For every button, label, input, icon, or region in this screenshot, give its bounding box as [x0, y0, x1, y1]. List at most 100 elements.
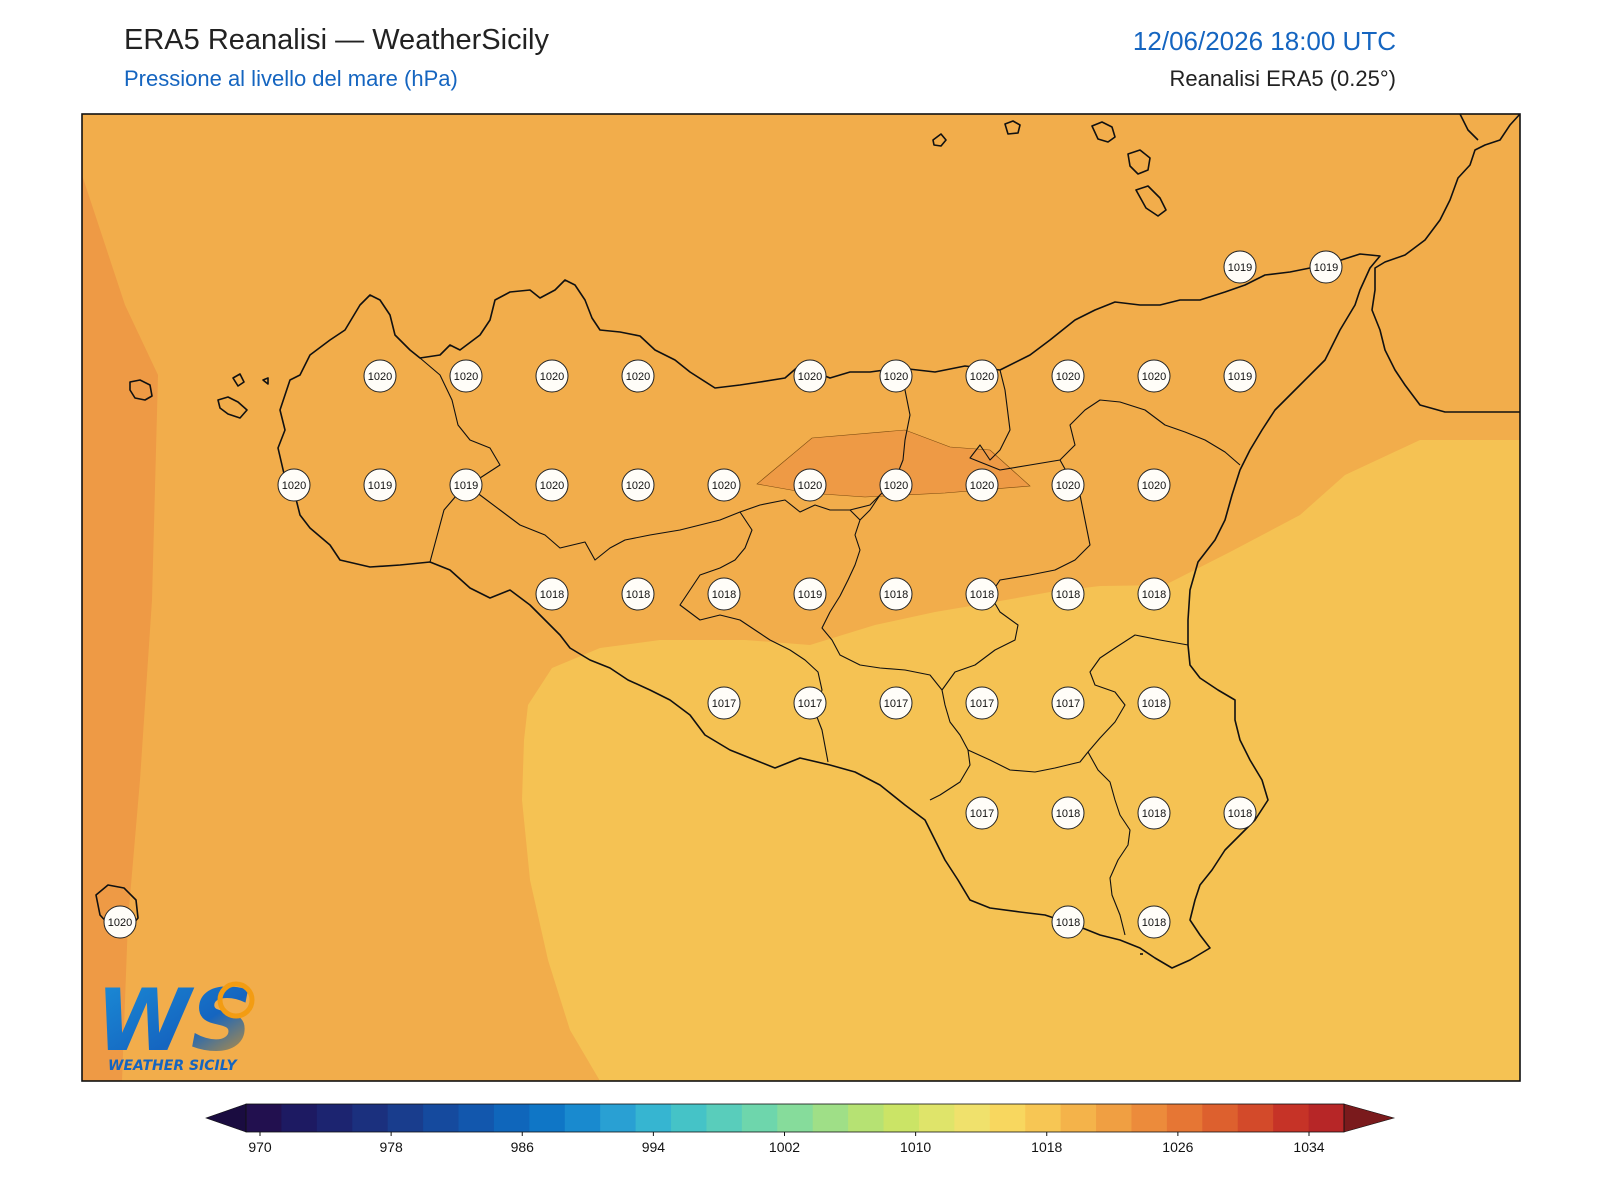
- station-value: 1020: [798, 371, 822, 383]
- border-messina-enna: [859, 369, 911, 521]
- egadi-islands: [217, 373, 269, 419]
- station-marker: 1020: [363, 359, 397, 393]
- station-circle: [793, 686, 827, 720]
- sicily-coastline: [277, 253, 1381, 969]
- data-source: Reanalisi ERA5 (0.25°): [1169, 66, 1396, 91]
- station-marker: 1020: [1137, 359, 1171, 393]
- station-marker: 1018: [965, 577, 999, 611]
- station-value: 1017: [798, 698, 822, 710]
- station-circle: [793, 577, 827, 611]
- station-marker: 1019: [1223, 359, 1257, 393]
- border-trapani-palermo: [419, 357, 501, 563]
- colorbar-bin: [635, 1104, 672, 1132]
- colorbar-bin: [387, 1104, 424, 1132]
- border-palermo-caltanissetta: [739, 499, 971, 801]
- station-marker: 1020: [449, 359, 483, 393]
- station-value: 1019: [1228, 371, 1252, 383]
- colorbar-bin: [316, 1104, 353, 1132]
- station-value: 1018: [1142, 698, 1166, 710]
- station-value: 1019: [798, 589, 822, 601]
- map-subtitle: Pressione al livello del mare (hPa): [124, 66, 458, 91]
- aeolian-islands: [932, 120, 1167, 217]
- station-circle: [1137, 905, 1171, 939]
- station-value: 1020: [540, 480, 564, 492]
- station-circle: [965, 359, 999, 393]
- colorbar-bin: [954, 1104, 991, 1132]
- station-circle: [449, 468, 483, 502]
- station-circle: [1137, 686, 1171, 720]
- station-circle: [621, 359, 655, 393]
- station-circle: [879, 577, 913, 611]
- station-marker: 1017: [707, 686, 741, 720]
- station-marker: 1018: [1137, 686, 1171, 720]
- station-value: 1020: [626, 371, 650, 383]
- station-value: 1017: [712, 698, 736, 710]
- colorbar-tick-label: 1034: [1293, 1139, 1324, 1155]
- valid-datetime: 12/06/2026 18:00 UTC: [1132, 26, 1396, 56]
- station-value: 1020: [884, 371, 908, 383]
- station-value: 1020: [712, 480, 736, 492]
- colorbar-bin: [1060, 1104, 1097, 1132]
- station-circle: [879, 468, 913, 502]
- colorbar-bin: [671, 1104, 708, 1132]
- station-value: 1018: [540, 589, 564, 601]
- colorbar-bin: [706, 1104, 743, 1132]
- border-palermo-agrigento: [467, 485, 829, 763]
- station-circle: [707, 686, 741, 720]
- station-marker: 1020: [277, 468, 311, 502]
- station-marker: 1017: [1051, 686, 1085, 720]
- station-value: 1018: [1142, 808, 1166, 820]
- station-circle: [1309, 250, 1343, 284]
- calabria-north-coast: [1459, 113, 1479, 141]
- station-circle: [965, 796, 999, 830]
- station-marker: 1020: [879, 468, 913, 502]
- colorbar-bin: [1273, 1104, 1310, 1132]
- station-marker: 1017: [965, 796, 999, 830]
- colorbar-outline: [245, 1103, 1345, 1133]
- station-marker: 1017: [879, 686, 913, 720]
- colorbar-extend-low: [205, 1103, 247, 1133]
- station-circle: [1051, 905, 1085, 939]
- station-value: 1017: [970, 698, 994, 710]
- station-value: 1018: [1056, 808, 1080, 820]
- border-messina-catania: [969, 369, 1241, 471]
- pressure-band-1018: [522, 440, 1520, 1081]
- colorbar-tick-label: 1010: [900, 1139, 931, 1155]
- station-marker: 1020: [103, 905, 137, 939]
- island-ustica: [129, 379, 153, 401]
- station-value: 1020: [798, 480, 822, 492]
- station-circle: [879, 686, 913, 720]
- colorbar-bin: [918, 1104, 955, 1132]
- station-circle: [1137, 796, 1171, 830]
- border-misc-inland: [849, 494, 881, 511]
- station-circle: [793, 468, 827, 502]
- colorbar-bin: [777, 1104, 814, 1132]
- station-value: 1019: [368, 480, 392, 492]
- station-value: 1018: [1228, 808, 1252, 820]
- station-circle: [1051, 686, 1085, 720]
- colorbar-bin: [741, 1104, 778, 1132]
- colorbar-bin: [352, 1104, 389, 1132]
- province-boundaries: [419, 357, 1241, 936]
- colorbar-bin: [1237, 1104, 1274, 1132]
- station-circle: [1051, 796, 1085, 830]
- station-marker: 1018: [1051, 905, 1085, 939]
- station-marker: 1018: [1051, 577, 1085, 611]
- station-value: 1018: [1056, 917, 1080, 929]
- station-circle: [1137, 359, 1171, 393]
- colorbar-bin: [1202, 1104, 1239, 1132]
- sun-icon: [217, 981, 255, 1019]
- station-circle: [277, 468, 311, 502]
- station-value: 1018: [712, 589, 736, 601]
- station-marker: 1018: [1051, 796, 1085, 830]
- station-circle: [793, 359, 827, 393]
- station-circle: [1051, 359, 1085, 393]
- station-value: 1020: [1142, 371, 1166, 383]
- station-circle: [965, 577, 999, 611]
- colorbar-bin: [458, 1104, 495, 1132]
- station-marker: 1018: [1137, 905, 1171, 939]
- colorbar-extend-high: [1343, 1103, 1396, 1133]
- station-circle: [965, 686, 999, 720]
- station-marker: 1020: [965, 468, 999, 502]
